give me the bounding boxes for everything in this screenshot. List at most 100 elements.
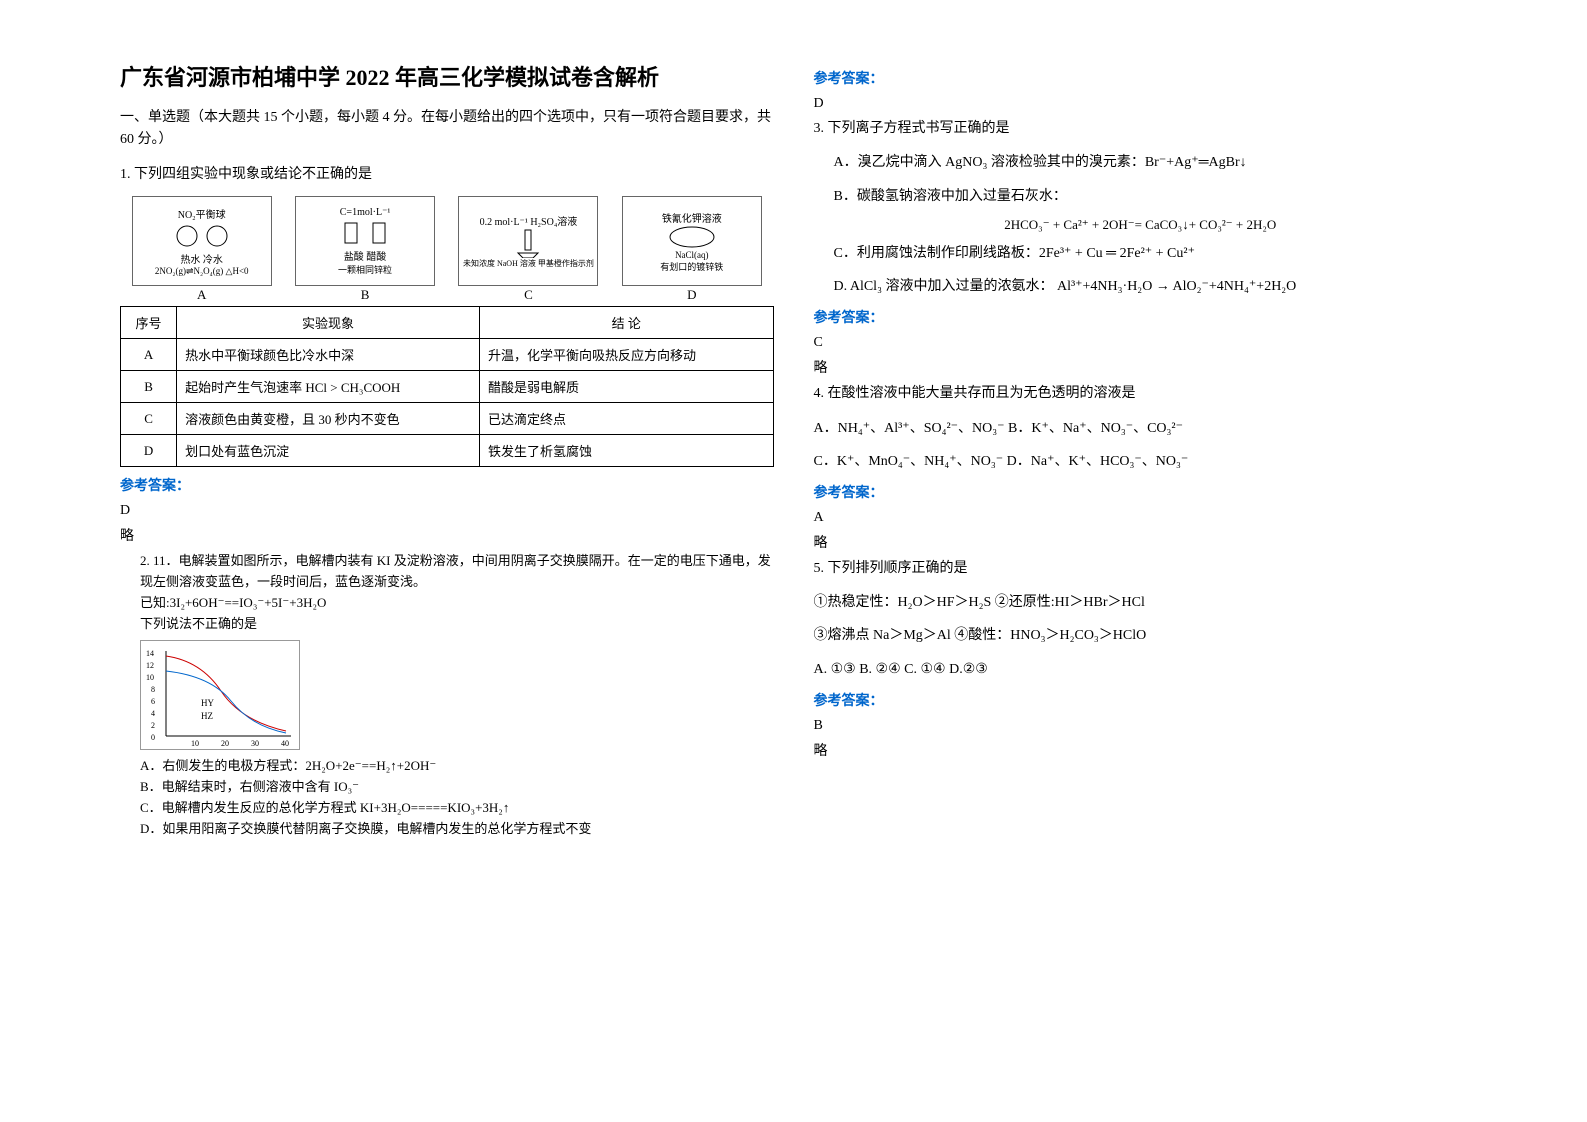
diagram-a: NO₂平衡球 热水 冷水 2NO₂(g)⇌N₂O₄(g) △H<0 A [132, 196, 272, 286]
q4-answer: A [814, 510, 1468, 526]
svg-text:6: 6 [151, 697, 155, 706]
table-row: A 热水中平衡球颜色比冷水中深 升温，化学平衡向吸热反应方向移动 [121, 339, 774, 371]
q5-line2: ③熔沸点 Na＞Mg＞Al ④酸性：HNO₃＞H₂CO₃＞HClO [814, 623, 1468, 648]
q3-opt-d-eq: Al³⁺+4NH₃·H₂O → AlO₂⁻+4NH₄⁺+2H₂O [1057, 279, 1296, 294]
q1-stem: 1. 下列四组实验中现象或结论不正确的是 [120, 164, 774, 186]
q4-answer-label: 参考答案： [814, 482, 1468, 502]
diagram-d: 铁氰化钾溶液 NaCl(aq) 有划口的镀锌铁 D [622, 196, 762, 286]
svg-text:0: 0 [151, 733, 155, 742]
svg-text:20: 20 [221, 739, 229, 748]
cell: 热水中平衡球颜色比冷水中深 [177, 339, 480, 371]
cell: D [121, 435, 177, 467]
diagram-b-label: B [361, 287, 370, 303]
cell: 溶液颜色由黄变橙，且 30 秒内不变色 [177, 403, 480, 435]
left-column: 广东省河源市柏埔中学 2022 年高三化学模拟试卷含解析 一、单选题（本大题共 … [100, 60, 794, 1082]
svg-text:HZ: HZ [201, 711, 213, 721]
svg-text:2: 2 [151, 721, 155, 730]
tube-icon [335, 218, 395, 248]
cell: 划口处有蓝色沉淀 [177, 435, 480, 467]
exam-title: 广东省河源市柏埔中学 2022 年高三化学模拟试卷含解析 [120, 60, 774, 92]
q3-opt-a: A．溴乙烷中滴入 AgNO₃ 溶液检验其中的溴元素：Br⁻+Ag⁺═AgBr↓ [834, 150, 1468, 175]
q3-opt-b: B．碳酸氢钠溶液中加入过量石灰水： [834, 184, 1468, 209]
cell: 醋酸是弱电解质 [479, 371, 773, 403]
q2-opt-b: B．电解结束时，右侧溶液中含有 IO₃⁻ [140, 777, 774, 798]
q2-stem: 2. 11．电解装置如图所示，电解槽内装有 KI 及淀粉溶液，中间用阴离子交换膜… [140, 551, 774, 593]
q2-opt-a: A．右侧发生的电极方程式：2H₂O+2e⁻==H₂↑+2OH⁻ [140, 756, 774, 777]
q5-opts: A. ①③ B. ②④ C. ①④ D.②③ [814, 657, 1468, 682]
q2-opt-d: D．如果用阳离子交换膜代替阴离子交换膜，电解槽内发生的总化学方程式不变 [140, 819, 774, 840]
q4-opts-2: C．K⁺、MnO₄⁻、NH₄⁺、NO₃⁻ D．Na⁺、K⁺、HCO₃⁻、NO₃⁻ [814, 449, 1468, 474]
svg-text:14: 14 [146, 649, 154, 658]
diagram-b-text2: 盐酸 醋酸 [344, 248, 387, 263]
dish-icon [667, 225, 717, 250]
q2-opt-c: C．电解槽内发生反应的总化学方程式 KI+3H₂O=====KIO₃+3H₂↑ [140, 798, 774, 819]
q1-answer: D [120, 503, 774, 519]
diagram-b-text1: C=1mol·L⁻¹ [340, 207, 391, 218]
q2-graph: HY HZ 14 12 10 8 6 4 2 0 10 20 30 40 [140, 640, 300, 750]
svg-text:12: 12 [146, 661, 154, 670]
q5-stem: 5. 下列排列顺序正确的是 [814, 558, 1468, 580]
q2-sub: 下列说法不正确的是 [140, 614, 774, 635]
diagram-d-text1: 铁氰化钾溶液 [662, 210, 722, 225]
q4-note: 略 [814, 532, 1468, 552]
svg-text:HY: HY [201, 698, 214, 708]
diagram-c-text1: 0.2 mol·L⁻¹ H₂SO₄溶液 [480, 213, 578, 228]
diagram-b: C=1mol·L⁻¹ 盐酸 醋酸 一颗相同锌粒 B [295, 196, 435, 286]
th-0: 序号 [121, 307, 177, 339]
diagram-a-eq: 2NO₂(g)⇌N₂O₄(g) △H<0 [155, 266, 249, 277]
table-row: B 起始时产生气泡速率 HCl > CH₃COOH 醋酸是弱电解质 [121, 371, 774, 403]
th-2: 结 论 [479, 307, 773, 339]
diagram-a-text1: NO₂平衡球 [178, 206, 226, 221]
diagram-c-text2: 未知浓度 NaOH 溶液 甲基橙作指示剂 [463, 258, 594, 269]
cell: 铁发生了析氢腐蚀 [479, 435, 773, 467]
q2-answer-label: 参考答案： [814, 68, 1468, 88]
table-header-row: 序号 实验现象 结 论 [121, 307, 774, 339]
q5-answer: B [814, 718, 1468, 734]
q3-answer-label: 参考答案： [814, 307, 1468, 327]
q3-stem: 3. 下列离子方程式书写正确的是 [814, 118, 1468, 140]
q3-answer: C [814, 335, 1468, 351]
graph-svg: HY HZ 14 12 10 8 6 4 2 0 10 20 30 40 [141, 641, 301, 751]
burette-icon [513, 228, 543, 258]
q3-opt-b-eq: 2HCO₃⁻ + Ca²⁺ + 2OH⁻= CaCO₃↓+ CO₃²⁻ + 2H… [814, 217, 1468, 233]
svg-text:4: 4 [151, 709, 155, 718]
diagram-d-label: D [687, 287, 696, 303]
cell: C [121, 403, 177, 435]
q4-stem: 4. 在酸性溶液中能大量共存而且为无色透明的溶液是 [814, 383, 1468, 405]
svg-text:40: 40 [281, 739, 289, 748]
q3-note: 略 [814, 357, 1468, 377]
th-1: 实验现象 [177, 307, 480, 339]
svg-text:10: 10 [191, 739, 199, 748]
cell: B [121, 371, 177, 403]
diagram-a-label: A [197, 287, 206, 303]
flask-icon [172, 221, 232, 251]
svg-text:8: 8 [151, 685, 155, 694]
q1-note: 略 [120, 525, 774, 545]
q5-note: 略 [814, 740, 1468, 760]
cell: A [121, 339, 177, 371]
diagram-c: 0.2 mol·L⁻¹ H₂SO₄溶液 未知浓度 NaOH 溶液 甲基橙作指示剂… [458, 196, 598, 286]
q1-answer-label: 参考答案： [120, 475, 774, 495]
q1-table: 序号 实验现象 结 论 A 热水中平衡球颜色比冷水中深 升温，化学平衡向吸热反应… [120, 306, 774, 467]
q1-diagrams: NO₂平衡球 热水 冷水 2NO₂(g)⇌N₂O₄(g) △H<0 A C=1m… [120, 196, 774, 296]
q3-opt-c: C．利用腐蚀法制作印刷线路板：2Fe³⁺ + Cu ═ 2Fe²⁺ + Cu²⁺ [834, 241, 1468, 266]
diagram-b-note: 一颗相同锌粒 [338, 263, 392, 276]
diagram-a-text2: 热水 冷水 [180, 251, 223, 266]
q5-line1: ①热稳定性：H₂O＞HF＞H₂S ②还原性:HI＞HBr＞HCl [814, 590, 1468, 615]
cell: 升温，化学平衡向吸热反应方向移动 [479, 339, 773, 371]
diagram-d-note: 有划口的镀锌铁 [660, 260, 723, 273]
q2-answer: D [814, 96, 1468, 112]
right-column: 参考答案： D 3. 下列离子方程式书写正确的是 A．溴乙烷中滴入 AgNO₃ … [794, 60, 1488, 1082]
diagram-d-text2: NaCl(aq) [675, 250, 709, 260]
diagram-c-label: C [524, 287, 533, 303]
table-row: C 溶液颜色由黄变橙，且 30 秒内不变色 已达滴定终点 [121, 403, 774, 435]
q2-given: 已知:3I₂+6OH⁻==IO₃⁻+5I⁻+3H₂O [140, 593, 774, 614]
section-1-heading: 一、单选题（本大题共 15 个小题，每小题 4 分。在每小题给出的四个选项中，只… [120, 107, 774, 152]
svg-text:10: 10 [146, 673, 154, 682]
cell: 已达滴定终点 [479, 403, 773, 435]
svg-text:30: 30 [251, 739, 259, 748]
cell: 起始时产生气泡速率 HCl > CH₃COOH [177, 371, 480, 403]
q4-opts-1: A．NH₄⁺、Al³⁺、SO₄²⁻、NO₃⁻ B．K⁺、Na⁺、NO₃⁻、CO₃… [814, 416, 1468, 441]
table-row: D 划口处有蓝色沉淀 铁发生了析氢腐蚀 [121, 435, 774, 467]
q3-opt-d: D. AlCl₃ 溶液中加入过量的浓氨水： Al³⁺+4NH₃·H₂O → Al… [834, 274, 1468, 299]
